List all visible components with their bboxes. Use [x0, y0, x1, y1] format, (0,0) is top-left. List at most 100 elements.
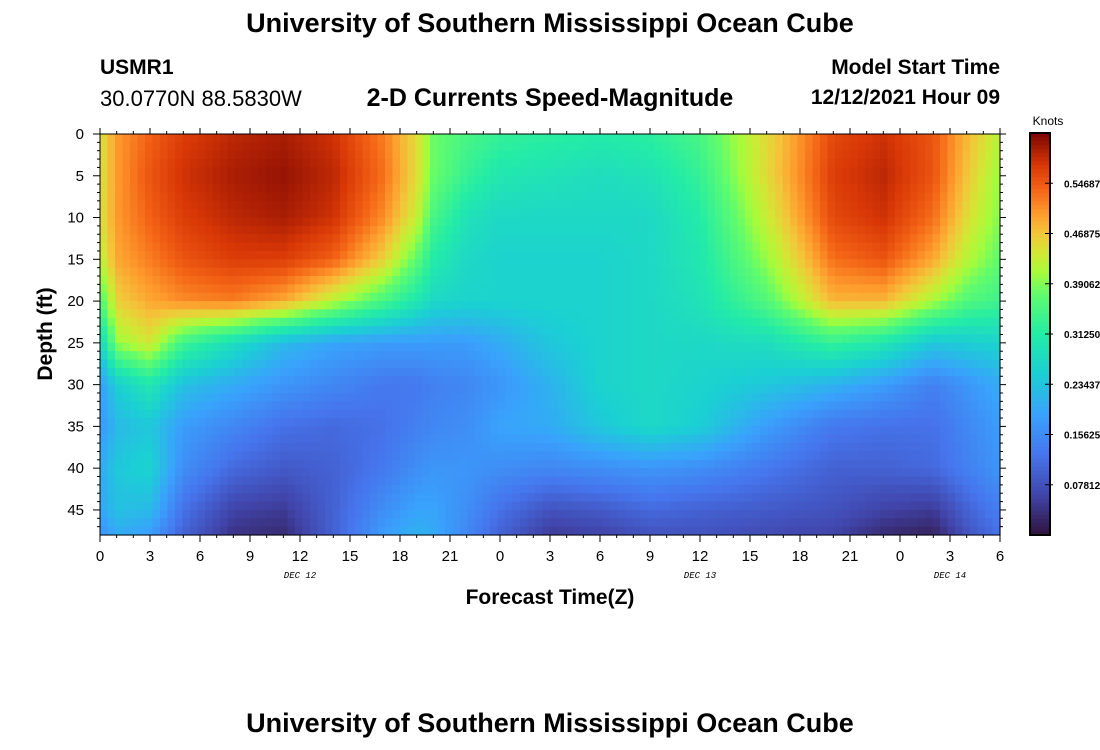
heatmap-cell — [940, 459, 949, 469]
heatmap-cell — [287, 426, 296, 436]
heatmap-cell — [670, 200, 679, 210]
heatmap-cell — [865, 367, 874, 377]
heatmap-cell — [205, 451, 214, 461]
heatmap-cell — [550, 409, 559, 419]
heatmap-cell — [842, 250, 851, 260]
heatmap-cell — [212, 225, 221, 235]
heatmap-cell — [407, 200, 416, 210]
heatmap-cell — [722, 376, 731, 386]
heatmap-cell — [310, 225, 319, 235]
heatmap-cell — [670, 259, 679, 269]
heatmap-cell — [175, 242, 184, 252]
heatmap-cell — [377, 209, 386, 219]
heatmap-cell — [595, 334, 604, 344]
heatmap-cell — [820, 167, 829, 177]
heatmap-cell — [167, 284, 176, 294]
heatmap-cell — [430, 359, 439, 369]
heatmap-cell — [932, 418, 941, 427]
heatmap-cell — [685, 292, 694, 302]
heatmap-cell — [782, 159, 791, 169]
heatmap-cell — [527, 184, 536, 194]
heatmap-cell — [737, 443, 746, 453]
heatmap-cell — [910, 276, 919, 285]
heatmap-cell — [520, 409, 529, 419]
heatmap-cell — [347, 367, 356, 377]
heatmap-cell — [827, 292, 836, 302]
heatmap-cell — [220, 476, 229, 486]
heatmap-cell — [940, 192, 949, 202]
heatmap-cell — [497, 209, 506, 219]
heatmap-cell — [115, 367, 124, 377]
heatmap-cell — [797, 284, 806, 294]
heatmap-cell — [715, 409, 724, 419]
heatmap-cell — [122, 309, 131, 319]
heatmap-cell — [865, 326, 874, 336]
heatmap-cell — [467, 342, 476, 352]
heatmap-cell — [287, 443, 296, 453]
heatmap-cell — [212, 342, 221, 352]
heatmap-cell — [250, 209, 259, 219]
heatmap-cell — [715, 142, 724, 152]
heatmap-cell — [242, 426, 251, 436]
heatmap-cell — [932, 409, 941, 419]
heatmap-cell — [130, 142, 139, 152]
heatmap-cell — [730, 309, 739, 319]
heatmap-cell — [520, 309, 529, 319]
heatmap-cell — [662, 167, 671, 177]
heatmap-cell — [107, 259, 116, 269]
heatmap-cell — [842, 392, 851, 402]
heatmap-cell — [670, 184, 679, 194]
heatmap-cell — [182, 376, 191, 386]
heatmap-cell — [152, 292, 161, 302]
heatmap-cell — [820, 134, 829, 143]
heatmap-cell — [655, 150, 664, 160]
heatmap-cell — [820, 468, 829, 478]
heatmap-cell — [640, 309, 649, 319]
heatmap-cell — [730, 451, 739, 461]
heatmap-cell — [947, 250, 956, 260]
heatmap-cell — [535, 167, 544, 177]
heatmap-cell — [437, 451, 446, 461]
heatmap-cell — [332, 250, 341, 260]
heatmap-cell — [655, 434, 664, 444]
heatmap-cell — [715, 267, 724, 277]
heatmap-cell — [227, 250, 236, 260]
heatmap-cell — [542, 200, 551, 210]
heatmap-cell — [745, 209, 754, 219]
heatmap-cell — [880, 150, 889, 160]
heatmap-cell — [182, 242, 191, 252]
heatmap-cell — [445, 334, 454, 344]
heatmap-cell — [662, 250, 671, 260]
heatmap-cell — [520, 334, 529, 344]
heatmap-cell — [437, 418, 446, 427]
heatmap-cell — [947, 292, 956, 302]
heatmap-cell — [377, 317, 386, 327]
heatmap-cell — [917, 418, 926, 427]
heatmap-cell — [865, 434, 874, 444]
heatmap-cell — [497, 384, 506, 394]
heatmap-cell — [482, 309, 491, 319]
heatmap-cell — [685, 234, 694, 244]
heatmap-cell — [602, 217, 611, 227]
heatmap-cell — [302, 392, 311, 402]
heatmap-cell — [362, 242, 371, 252]
heatmap-cell — [775, 134, 784, 143]
heatmap-cell — [970, 292, 979, 302]
heatmap-cell — [700, 443, 709, 453]
heatmap-cell — [985, 468, 994, 478]
heatmap-cell — [707, 200, 716, 210]
heatmap-cell — [805, 267, 814, 277]
heatmap-cell — [857, 334, 866, 344]
heatmap-cell — [100, 250, 109, 260]
heatmap-cell — [467, 409, 476, 419]
heatmap-cell — [272, 376, 281, 386]
heatmap-cell — [115, 351, 124, 361]
heatmap-cell — [265, 459, 274, 469]
heatmap-cell — [197, 150, 206, 160]
heatmap-cell — [910, 167, 919, 177]
heatmap-cell — [490, 351, 499, 361]
heatmap-cell — [295, 167, 304, 177]
heatmap-cell — [700, 292, 709, 302]
heatmap-cell — [460, 292, 469, 302]
heatmap-cell — [347, 134, 356, 143]
